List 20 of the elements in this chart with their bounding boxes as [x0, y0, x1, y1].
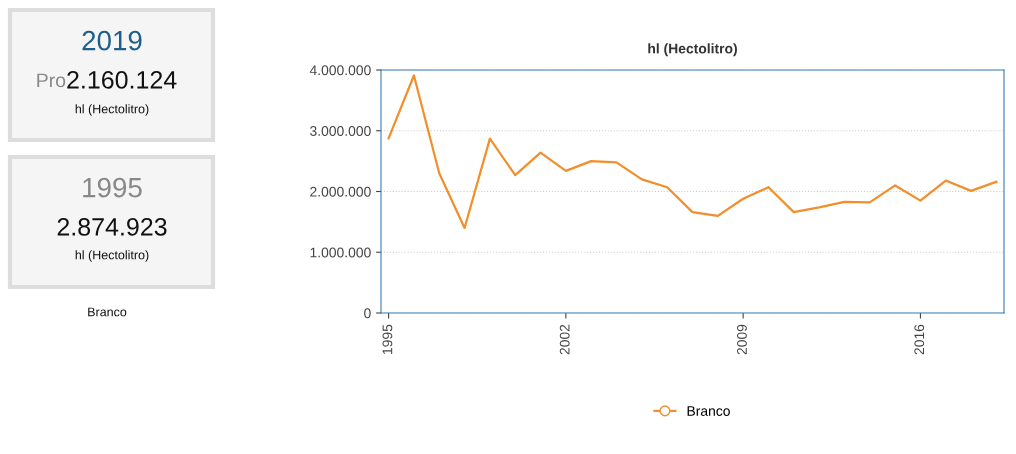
- y-tick-label: 0: [364, 308, 371, 319]
- x-tick-label: 2009: [737, 324, 747, 355]
- text: 1995: [83, 177, 142, 198]
- text: 2.874.923: [57, 218, 167, 236]
- y-tick-label: 3.000.000: [310, 126, 371, 136]
- x-tick-label: 1995: [382, 324, 393, 354]
- text: 2019: [82, 30, 142, 51]
- text: Branco: [88, 307, 127, 317]
- y-tick-label: 1.000.000: [310, 247, 371, 258]
- y-tick-label: 2.000.000: [310, 186, 371, 197]
- y-tick-label: 4.000.000: [309, 65, 371, 76]
- legend-label: Branco: [687, 406, 730, 416]
- text: 2.160.124: [67, 71, 177, 89]
- chart-title: hl (Hectolitro): [648, 43, 737, 57]
- line-series: [387, 74, 998, 230]
- text: Pro: [37, 73, 66, 88]
- x-tick-label: 2002: [559, 324, 570, 355]
- x-tick-label: 2016: [914, 324, 925, 355]
- text: hl (Hectolitro): [75, 250, 149, 262]
- text: hl (Hectolitro): [75, 104, 149, 116]
